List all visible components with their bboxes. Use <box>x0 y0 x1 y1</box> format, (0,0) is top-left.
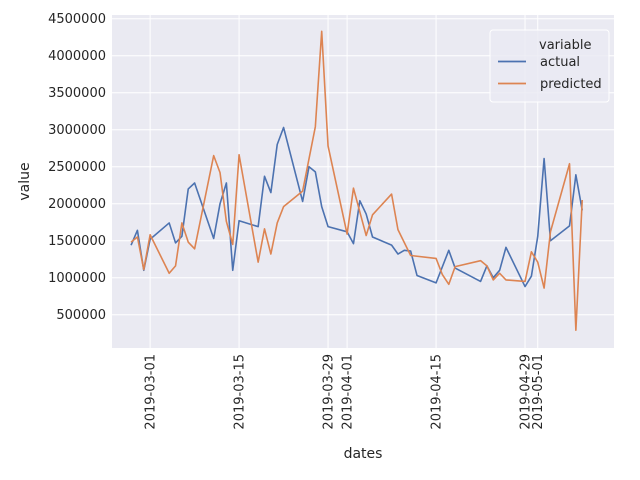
y-tick-label: 1500000 <box>48 234 106 249</box>
legend: variable actual predicted <box>489 29 610 103</box>
y-tick-label: 4500000 <box>48 12 106 27</box>
x-tick-label: 2019-03-15 <box>233 354 248 430</box>
legend-label-predicted: predicted <box>540 77 602 92</box>
y-tick-label: 2500000 <box>48 160 106 175</box>
series-line-predicted <box>130 30 584 332</box>
series-line-actual <box>130 126 584 288</box>
y-tick-label: 4000000 <box>48 49 106 64</box>
y-axis-label: value <box>17 162 33 200</box>
series-lines <box>130 30 584 332</box>
y-tick-label: 2000000 <box>48 197 106 212</box>
y-tick-label: 3000000 <box>48 123 106 138</box>
y-tick-label: 3500000 <box>48 86 106 101</box>
x-tick-label: 2019-03-29 <box>322 354 337 430</box>
x-tick-labels: 2019-03-01 2019-03-15 2019-03-29 2019-04-01… <box>144 354 547 430</box>
x-tick-label: 2019-04-15 <box>430 354 445 430</box>
x-tick-label: 2019-05-01 <box>531 354 546 430</box>
x-tick-label: 2019-03-01 <box>144 354 159 430</box>
x-tick-label: 2019-04-29 <box>519 354 534 430</box>
y-tick-label: 1000000 <box>48 271 106 286</box>
x-tick-label: 2019-04-01 <box>341 354 356 430</box>
y-tick-labels: 500000 1000000 1500000 2000000 2500000 300000… <box>48 12 106 323</box>
legend-label-actual: actual <box>540 55 580 70</box>
x-axis-label: dates <box>344 446 383 462</box>
y-tick-label: 500000 <box>56 308 106 323</box>
legend-title: variable <box>539 38 591 53</box>
